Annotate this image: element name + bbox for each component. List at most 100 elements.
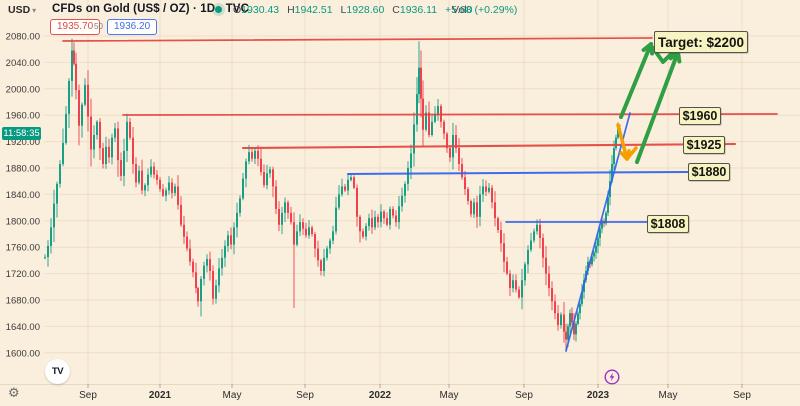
x-axis-label: May xyxy=(659,390,678,401)
candle-body xyxy=(380,211,382,223)
candlesticks[interactable] xyxy=(44,38,621,352)
candle-body xyxy=(617,128,619,138)
candle-body xyxy=(420,67,422,99)
candle-body xyxy=(401,195,403,207)
resistance-1960-line[interactable] xyxy=(122,113,778,116)
lightning-event-icon[interactable] xyxy=(602,367,622,387)
candle-body xyxy=(135,164,137,183)
candle-body xyxy=(65,113,67,143)
time-axis-settings-gear-icon[interactable]: ⚙ xyxy=(8,386,20,401)
candle-body xyxy=(554,301,556,314)
low-label: L xyxy=(340,4,347,16)
candle-body xyxy=(138,170,140,183)
candle-body xyxy=(165,190,167,196)
candle-body xyxy=(245,161,247,179)
candle-body xyxy=(144,185,146,191)
candle-body xyxy=(437,105,439,114)
candle-body xyxy=(458,148,460,165)
candle-body xyxy=(47,245,49,258)
level-label-1960[interactable]: $1960 xyxy=(679,107,721,125)
candle-body xyxy=(189,248,191,262)
x-axis-label: Sep xyxy=(515,390,533,401)
level-label-1808[interactable]: $1808 xyxy=(647,215,689,233)
candle-body xyxy=(209,259,211,271)
candle-body xyxy=(530,240,532,250)
volume-value: 0 xyxy=(466,4,473,16)
candle-body xyxy=(431,121,433,135)
ma50-value-tag[interactable]: 1936.20 xyxy=(107,19,158,35)
candle-body xyxy=(500,230,502,244)
candle-body xyxy=(548,273,550,289)
candle-body xyxy=(171,182,173,194)
candle-body xyxy=(597,237,599,246)
bar-countdown-badge[interactable]: 11:58:35 xyxy=(2,127,41,140)
candle-body xyxy=(573,322,575,335)
candle-body xyxy=(284,202,286,213)
y-axis-label: 1640.00 xyxy=(6,322,40,333)
candle-body xyxy=(485,186,487,192)
level-label-1925[interactable]: $1925 xyxy=(683,136,725,154)
candle-body xyxy=(395,215,397,223)
candle-body xyxy=(141,170,143,191)
orange-tail[interactable] xyxy=(625,146,638,161)
support-1880-line[interactable] xyxy=(347,171,689,175)
ascending-trendline-line[interactable] xyxy=(565,112,631,352)
candle-body xyxy=(386,218,388,225)
volume-label: Vol xyxy=(452,4,467,16)
candle-body xyxy=(248,152,250,162)
candle-body xyxy=(350,177,352,180)
price-axis[interactable]: 2080.00 2040.00 2000.00 1960.00 1920.00 1880.… xyxy=(6,32,40,360)
candle-body xyxy=(443,121,445,134)
candle-body xyxy=(434,113,436,122)
candle-body xyxy=(591,256,593,265)
candle-body xyxy=(557,313,559,326)
candle-body xyxy=(87,84,89,117)
candle-body xyxy=(180,204,182,225)
orange-down-arrow-shaft xyxy=(616,123,629,161)
candle-body xyxy=(407,168,409,184)
change-value: +5.68 (+0.29%) xyxy=(444,4,518,16)
candle-body xyxy=(551,288,553,302)
candle-body xyxy=(323,257,325,271)
candle-body xyxy=(575,323,577,335)
candle-body xyxy=(260,158,262,172)
high-value: 1942.51 xyxy=(294,4,333,16)
candle-body xyxy=(269,169,271,174)
candle-body xyxy=(335,207,337,232)
candle-body xyxy=(539,224,541,238)
candle-body xyxy=(347,179,349,191)
candle-body xyxy=(168,182,170,191)
candle-body xyxy=(467,189,469,201)
candle-body xyxy=(305,228,307,236)
candle-body xyxy=(290,212,292,223)
candle-body xyxy=(491,187,493,203)
candle-body xyxy=(44,257,46,259)
candle-body xyxy=(239,198,241,213)
x-axis-label: Sep xyxy=(296,390,314,401)
candle-body xyxy=(383,211,385,219)
candle-body xyxy=(114,128,116,138)
target-price-label[interactable]: Target: $2200 xyxy=(654,31,748,53)
candle-body xyxy=(78,90,80,126)
candle-body xyxy=(218,268,220,286)
time-axis[interactable]: Sep 2021 May Sep 2022 May Sep 2023 May Sep xyxy=(79,384,751,401)
candle-body xyxy=(418,67,420,95)
resistance-1925-line[interactable] xyxy=(241,142,737,150)
volume-readout: Vol0 xyxy=(452,4,472,16)
candle-body xyxy=(108,146,110,158)
candle-body xyxy=(536,224,538,232)
green-up-arrow-1[interactable] xyxy=(619,42,655,119)
x-axis-label: 2021 xyxy=(149,390,172,401)
last-price-tag[interactable]: 1935.70 xyxy=(50,19,101,35)
level-label-1880[interactable]: $1880 xyxy=(688,163,730,181)
resistance-2070-line[interactable] xyxy=(62,37,653,42)
tradingview-logo[interactable]: TV xyxy=(45,359,70,384)
candle-body xyxy=(482,186,484,195)
y-axis-label: 1680.00 xyxy=(6,296,40,307)
candle-body xyxy=(613,148,615,165)
candle-body xyxy=(287,202,289,213)
candle-body xyxy=(50,227,52,246)
currency-dropdown[interactable]: USD ▾ xyxy=(8,4,37,16)
y-axis-label: 1720.00 xyxy=(6,269,40,280)
